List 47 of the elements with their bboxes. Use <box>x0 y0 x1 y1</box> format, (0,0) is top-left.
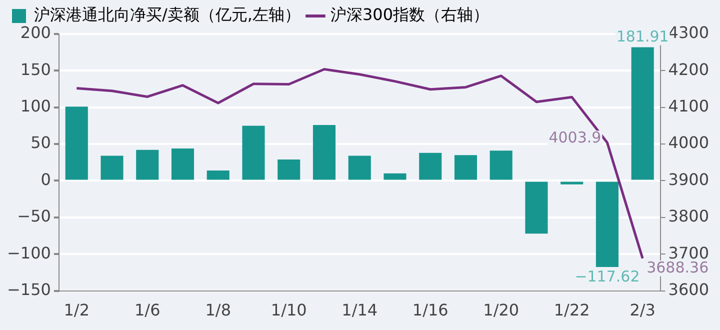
bar <box>242 126 265 180</box>
bar <box>136 150 159 180</box>
data-label: 4003.9 <box>548 128 602 147</box>
y-tick-label: 200 <box>20 23 51 42</box>
bar <box>384 173 406 180</box>
x-tick-label: 1/8 <box>205 300 231 320</box>
y-tick-label: −150 <box>6 280 51 299</box>
y2-tick-label: 3800 <box>668 206 709 226</box>
bar <box>312 124 336 180</box>
bar <box>596 182 618 268</box>
x-tick-label: 1/2 <box>64 300 90 320</box>
y-tick-label: −100 <box>6 243 51 262</box>
y2-tick-label: 4300 <box>668 23 709 42</box>
y2-tick-label: 4200 <box>668 60 709 79</box>
x-tick-label: 1/22 <box>554 300 590 320</box>
bar <box>560 182 584 184</box>
data-label: 3688.36 <box>646 258 709 276</box>
bar <box>631 47 654 180</box>
bar <box>525 182 548 234</box>
bar <box>65 106 88 180</box>
x-tick-label: 1/14 <box>342 300 378 320</box>
data-label: 181.91 <box>616 28 669 46</box>
x-tick-label: 2/3 <box>630 300 656 320</box>
y2-tick-label: 3600 <box>668 280 709 299</box>
bar <box>348 156 371 180</box>
x-tick-label: 1/20 <box>483 300 520 320</box>
y-tick-label: 100 <box>20 96 51 116</box>
data-label: −117.62 <box>574 267 640 286</box>
y-tick-label: 50 <box>30 133 51 152</box>
y-tick-label: 150 <box>20 60 51 79</box>
legend-label: 沪深港通北向净买/卖额（亿元,左轴） <box>34 5 300 24</box>
bar <box>454 155 478 180</box>
y-tick-label: −50 <box>17 206 51 226</box>
bar <box>419 152 442 180</box>
bar <box>171 148 194 180</box>
bar <box>100 156 124 180</box>
y2-tick-label: 3900 <box>668 170 709 189</box>
x-tick-label: 1/16 <box>412 300 448 320</box>
y2-tick-label: 4000 <box>668 133 709 152</box>
x-tick-label: 1/6 <box>134 300 160 320</box>
y-tick-label: 0 <box>40 170 51 189</box>
legend-label: 沪深300指数（右轴） <box>330 5 490 24</box>
bar <box>278 159 300 180</box>
bar <box>490 150 512 180</box>
bar <box>206 170 230 180</box>
x-tick-label: 1/10 <box>270 300 307 320</box>
y2-tick-label: 4100 <box>668 96 709 116</box>
